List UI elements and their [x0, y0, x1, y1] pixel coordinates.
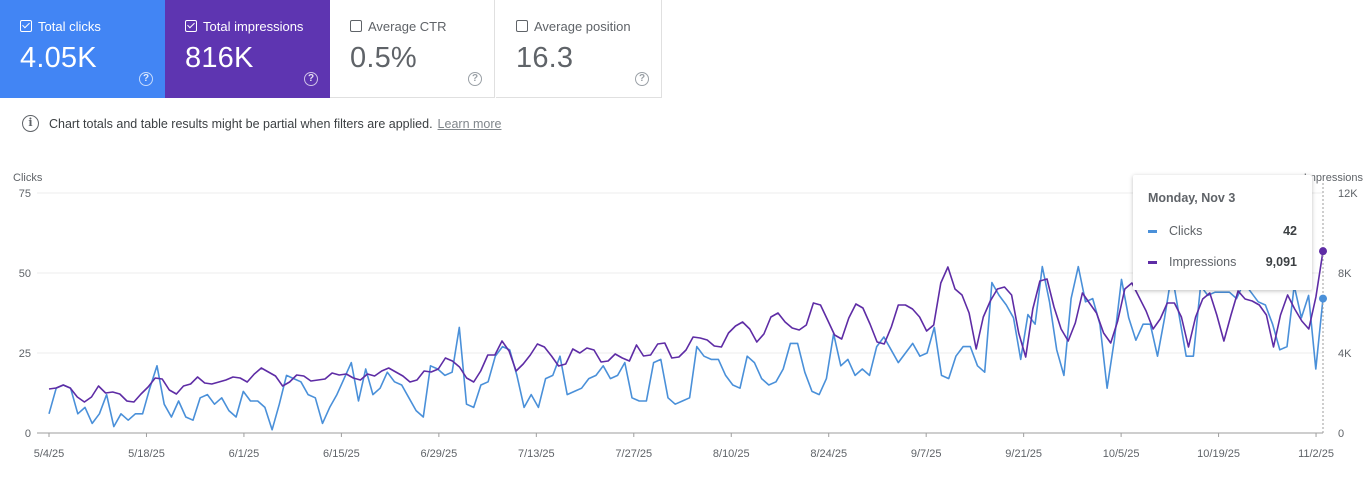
- x-tick-label: 6/15/25: [323, 448, 360, 460]
- impressions-swatch: [1148, 260, 1157, 264]
- x-tick-label: 6/1/25: [229, 448, 260, 460]
- y-right-tick-label: 0: [1338, 428, 1344, 440]
- y-right-axis-label: Impressions: [1304, 172, 1364, 184]
- x-tick-label: 10/5/25: [1103, 448, 1140, 460]
- total-clicks-card[interactable]: Total clicks 4.05K ?: [0, 0, 165, 98]
- help-icon[interactable]: ?: [635, 72, 649, 86]
- x-tick-label: 9/7/25: [911, 448, 942, 460]
- y-right-tick-label: 12K: [1338, 188, 1358, 200]
- y-left-tick-label: 25: [19, 348, 31, 360]
- y-right-tick-label: 8K: [1338, 268, 1352, 280]
- performance-chart[interactable]: 0 0 25 4K 50 8K 75 12K Clicks Impressions 5/4/25 5/…: [0, 160, 1367, 470]
- y-left-tick-label: 50: [19, 268, 31, 280]
- tooltip-label: Impressions: [1169, 255, 1237, 269]
- clicks-hover-point: [1319, 294, 1327, 303]
- tooltip-row-clicks: Clicks 42: [1148, 224, 1297, 238]
- x-tick-label: 8/24/25: [810, 448, 847, 460]
- y-left-tick-label: 75: [19, 188, 31, 200]
- checkbox-icon[interactable]: [20, 20, 32, 32]
- x-tick-label: 10/19/25: [1197, 448, 1240, 460]
- card-label: Total impressions: [203, 18, 304, 34]
- filter-notice: i Chart totals and table results might b…: [22, 115, 501, 132]
- tooltip-row-impressions: Impressions 9,091: [1148, 255, 1297, 269]
- checkbox-icon[interactable]: [516, 20, 528, 32]
- clicks-swatch: [1148, 229, 1157, 233]
- chart-grid: [37, 192, 1323, 437]
- help-icon[interactable]: ?: [304, 72, 318, 86]
- average-ctr-card[interactable]: Average CTR 0.5% ?: [330, 0, 495, 98]
- card-label: Average CTR: [368, 18, 447, 34]
- card-value: 16.3: [516, 42, 574, 74]
- card-value: 0.5%: [350, 42, 417, 74]
- info-icon: i: [22, 115, 39, 132]
- checkbox-icon[interactable]: [350, 20, 362, 32]
- y-right-tick-label: 4K: [1338, 348, 1352, 360]
- chart-series: [48, 183, 1327, 433]
- x-tick-label: 5/18/25: [128, 448, 165, 460]
- x-tick-label: 8/10/25: [713, 448, 750, 460]
- help-icon[interactable]: ?: [139, 72, 153, 86]
- x-tick-label: 5/4/25: [34, 448, 65, 460]
- clicks-series-line: [48, 265, 1324, 431]
- tooltip-date: Monday, Nov 3: [1148, 191, 1236, 205]
- x-tick-label: 7/13/25: [518, 448, 555, 460]
- chart-axis-labels: 0 0 25 4K 50 8K 75 12K Clicks Impressions 5/4/25 5/…: [13, 172, 1364, 460]
- y-left-tick-label: 0: [25, 428, 31, 440]
- y-left-axis-label: Clicks: [13, 172, 43, 184]
- notice-text: Chart totals and table results might be …: [49, 116, 433, 131]
- impressions-series-line: [48, 251, 1324, 403]
- tooltip-value: 42: [1283, 224, 1297, 238]
- card-label: Total clicks: [38, 18, 101, 34]
- card-value: 4.05K: [20, 42, 97, 74]
- card-label: Average position: [534, 18, 631, 34]
- help-icon[interactable]: ?: [468, 72, 482, 86]
- chart-tooltip: Monday, Nov 3 Clicks 42 Impressions 9,09…: [1133, 175, 1312, 290]
- tooltip-label: Clicks: [1169, 224, 1203, 238]
- x-tick-label: 7/27/25: [615, 448, 652, 460]
- x-tick-label: 11/2/25: [1298, 448, 1334, 460]
- total-impressions-card[interactable]: Total impressions 816K ?: [165, 0, 330, 98]
- checkbox-icon[interactable]: [185, 20, 197, 32]
- average-position-card[interactable]: Average position 16.3 ?: [496, 0, 662, 98]
- x-tick-label: 6/29/25: [421, 448, 458, 460]
- card-value: 816K: [185, 42, 254, 74]
- learn-more-link[interactable]: Learn more: [437, 116, 502, 131]
- impressions-hover-point: [1319, 247, 1327, 256]
- x-tick-label: 9/21/25: [1005, 448, 1042, 460]
- tooltip-value: 9,091: [1265, 255, 1297, 269]
